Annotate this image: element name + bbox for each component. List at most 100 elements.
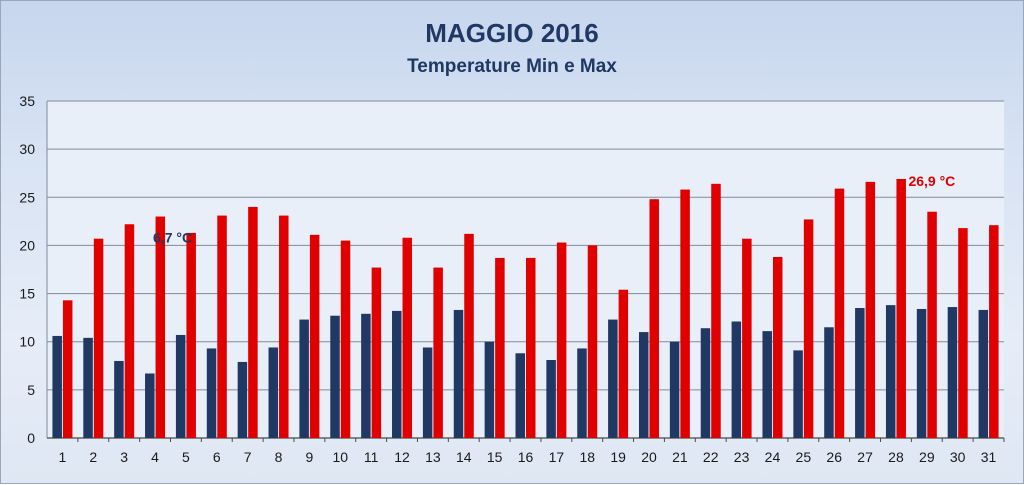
x-tick-label: 15 [487,449,503,465]
bar-min-day-23 [731,321,742,438]
bar-min-day-26 [824,327,834,438]
bar-min-day-8 [268,347,279,438]
bar-min-day-27 [855,308,865,438]
bar-min-day-16 [515,353,525,438]
x-tick-label: 16 [518,449,534,465]
data-label-min: 6,7 °C [153,230,192,246]
bar-max-day-25 [803,219,814,438]
bar-max-day-21 [680,189,690,438]
bar-min-day-21 [669,341,680,438]
bar-max-day-24 [772,256,783,438]
bar-max-day-27 [865,181,876,438]
bar-min-day-6 [206,348,217,438]
bar-min-day-17 [546,360,556,438]
x-tick-label: 26 [826,449,842,465]
bar-max-day-12 [402,237,413,438]
bar-max-day-29 [927,211,937,438]
bar-min-day-4 [145,373,155,438]
bar-min-day-15 [484,341,495,438]
bar-min-day-20 [638,332,649,438]
x-tick-label: 8 [275,449,283,465]
bar-min-day-25 [793,350,803,438]
bar-max-day-23 [742,238,752,438]
bar-max-day-15 [495,257,505,438]
bar-max-day-7 [248,206,258,438]
bar-max-day-9 [309,234,320,438]
x-tick-label: 2 [89,449,97,465]
x-tick-label: 17 [549,449,565,465]
x-tick-label: 12 [394,449,410,465]
x-tick-label: 9 [306,449,314,465]
bar-max-day-1 [62,300,73,438]
bar-min-day-12 [392,310,402,438]
bar-min-day-10 [330,315,340,438]
bar-min-day-28 [885,305,896,438]
bar-max-day-31 [989,225,999,438]
x-tick-label: 19 [610,449,626,465]
bar-min-day-5 [175,334,186,438]
x-tick-label: 24 [765,449,781,465]
chart-subtitle: Temperature Min e Max [407,56,617,77]
bar-max-day-6 [217,215,227,438]
x-tick-label: 1 [59,449,67,465]
bar-min-day-18 [577,348,587,438]
bar-max-day-3 [124,224,135,438]
x-tick-label: 30 [950,449,966,465]
bar-max-day-2 [93,238,104,438]
bar-max-day-28 [896,178,906,439]
x-tick-label: 28 [888,449,904,465]
bar-max-day-16 [526,257,536,438]
x-tick-label: 4 [151,449,159,465]
x-tick-label: 10 [332,449,348,465]
bar-max-day-30 [958,228,968,438]
x-tick-label: 27 [857,449,873,465]
y-tick-label: 0 [27,430,35,446]
bar-min-day-29 [916,308,927,438]
y-tick-label: 20 [19,237,35,253]
x-tick-label: 20 [641,449,657,465]
bar-max-day-5 [186,232,196,438]
bar-min-day-11 [361,313,371,438]
bar-min-day-22 [700,328,711,438]
x-tick-label: 22 [703,449,719,465]
bar-max-day-14 [464,233,474,438]
y-tick-label: 35 [19,93,35,109]
y-tick-label: 30 [19,141,35,157]
x-tick-label: 13 [425,449,441,465]
bar-min-day-7 [237,361,248,438]
bar-max-day-10 [340,240,351,438]
x-tick-label: 7 [244,449,252,465]
y-tick-label: 10 [19,334,35,350]
y-tick-label: 5 [27,382,35,398]
bar-max-day-19 [618,289,629,438]
x-tick-label: 23 [734,449,750,465]
x-tick-label: 21 [672,449,688,465]
y-tick-label: 25 [19,189,35,205]
bar-min-day-9 [299,319,309,438]
bar-min-day-2 [83,337,93,438]
x-tick-label: 3 [120,449,128,465]
bar-max-day-18 [587,245,598,438]
bar-max-day-20 [649,199,659,438]
bar-min-day-31 [978,309,989,438]
bar-max-day-8 [279,215,289,438]
bar-min-day-1 [52,335,62,438]
x-tick-label: 25 [796,449,812,465]
bar-max-day-4 [155,216,166,438]
data-label-max: 26,9 °C [908,173,955,189]
bar-min-day-30 [947,307,958,438]
bar-min-day-14 [453,309,464,438]
bar-max-day-26 [834,188,845,438]
x-tick-label: 31 [981,449,997,465]
x-tick-label: 14 [456,449,472,465]
bar-min-day-13 [422,347,433,438]
bar-min-day-24 [762,331,772,438]
x-tick-label: 29 [919,449,935,465]
x-tick-label: 18 [579,449,595,465]
y-tick-label: 15 [19,286,35,302]
chart-title: MAGGIO 2016 [425,18,599,48]
plot-area [47,101,1004,438]
bar-max-day-11 [371,267,382,438]
